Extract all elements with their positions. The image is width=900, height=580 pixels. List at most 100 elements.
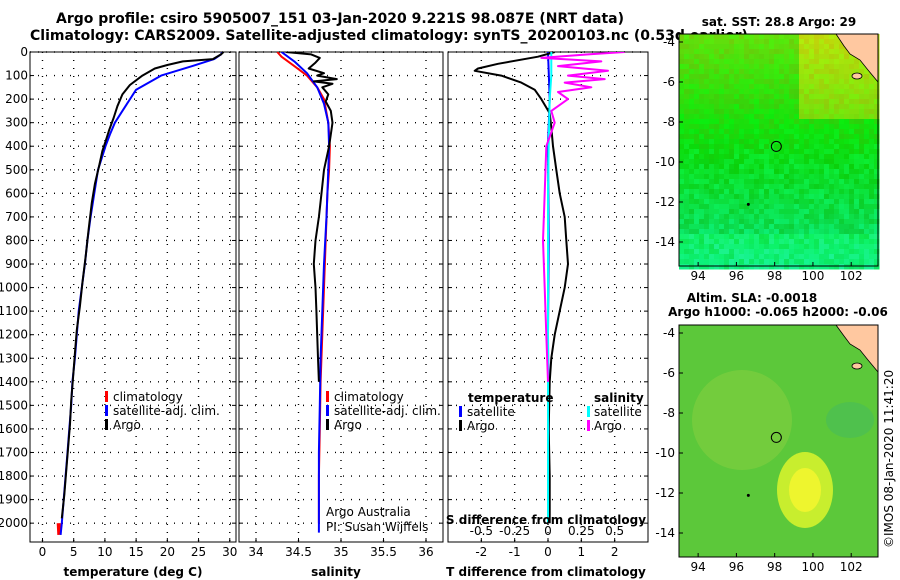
sst-cell [744, 89, 750, 95]
legend-label-t-argo: Argo [467, 419, 495, 433]
sst-cell [834, 159, 840, 165]
sst-cell [839, 229, 845, 235]
sst-cell [809, 239, 815, 245]
sst-cell [754, 139, 760, 145]
sst-cell [804, 134, 810, 140]
sst-cell [694, 104, 700, 110]
sst-cell [834, 104, 840, 110]
sst-cell [729, 44, 735, 50]
sst-cell [744, 99, 750, 105]
sst-cell [794, 129, 800, 135]
sst-cell [814, 154, 820, 160]
sst-cell [864, 69, 870, 75]
sst-cell [789, 154, 795, 160]
sst-cell [764, 109, 770, 115]
sst-cell [719, 169, 725, 175]
sst-cell [724, 154, 730, 160]
sst-cell [779, 169, 785, 175]
sst-cell [819, 129, 825, 135]
sst-cell [774, 254, 780, 260]
sst-cell [829, 139, 835, 145]
sst-cell [779, 79, 785, 85]
sst-cell [829, 144, 835, 150]
sst-cell [774, 199, 780, 205]
sst-cell [789, 179, 795, 185]
sst-cell [719, 124, 725, 130]
sst-cell [739, 39, 745, 45]
sst-cell [819, 194, 825, 200]
sst-cell [759, 74, 765, 80]
sst-cell [789, 239, 795, 245]
sst-cell [689, 194, 695, 200]
legend-swatch-s-argo [587, 420, 590, 431]
sst-cell [769, 259, 775, 265]
sst-cell [804, 229, 810, 235]
sst-cell [689, 49, 695, 55]
sst-cell [799, 89, 805, 95]
sst-cell [744, 94, 750, 100]
sst-cell [854, 84, 860, 90]
sst-cell [699, 44, 705, 50]
sst-cell [724, 169, 730, 175]
sst-cell [799, 209, 805, 215]
sst-cell [694, 134, 700, 140]
sst-cell [829, 169, 835, 175]
sst-cell [679, 174, 685, 180]
sst-cell [829, 179, 835, 185]
sst-cell [864, 94, 870, 100]
sst-cell [844, 199, 850, 205]
sst-cell [704, 189, 710, 195]
sst-cell [744, 194, 750, 200]
sst-cell [709, 164, 715, 170]
sst-cell [869, 244, 875, 250]
sst-cell [679, 189, 685, 195]
sst-cell [759, 44, 765, 50]
sst-cell [789, 219, 795, 225]
sst-cell [834, 199, 840, 205]
sst-cell [824, 189, 830, 195]
sst-cell [774, 159, 780, 165]
sst-cell [749, 144, 755, 150]
sst-cell [689, 59, 695, 65]
sst-cell [784, 209, 790, 215]
sst-cell [764, 174, 770, 180]
sst-cell [704, 209, 710, 215]
sst-cell [839, 134, 845, 140]
sst-cell [774, 109, 780, 115]
sst-cell [709, 49, 715, 55]
sst-cell [824, 64, 830, 70]
sst-cell [719, 64, 725, 70]
sst-cell [854, 224, 860, 230]
sst-cell [809, 194, 815, 200]
sst-cell [759, 54, 765, 60]
sst-cell [734, 149, 740, 155]
sst-cell [814, 129, 820, 135]
sst-cell [744, 174, 750, 180]
sst-cell [784, 244, 790, 250]
sst-cell [759, 179, 765, 185]
sst-cell [704, 249, 710, 255]
sst-cell [799, 119, 805, 125]
sst-cell [709, 44, 715, 50]
legend-title-temperature: temperature [468, 391, 553, 405]
sst-cell [804, 174, 810, 180]
sst-cell [844, 74, 850, 80]
sst-cell [834, 229, 840, 235]
sst-cell [824, 234, 830, 240]
sst-cell [709, 184, 715, 190]
sst-cell [679, 104, 685, 110]
sst-cell [819, 59, 825, 65]
sst-cell [719, 209, 725, 215]
sst-cell [814, 124, 820, 130]
sst-cell [744, 114, 750, 120]
sst-cell [849, 204, 855, 210]
sst-cell [819, 204, 825, 210]
sst-cell [739, 154, 745, 160]
sst-cell [749, 234, 755, 240]
sst-cell [799, 64, 805, 70]
sst-cell [844, 264, 850, 270]
sst-cell [824, 179, 830, 185]
sst-cell [729, 239, 735, 245]
sst-cell [704, 84, 710, 90]
sst-cell [804, 264, 810, 270]
